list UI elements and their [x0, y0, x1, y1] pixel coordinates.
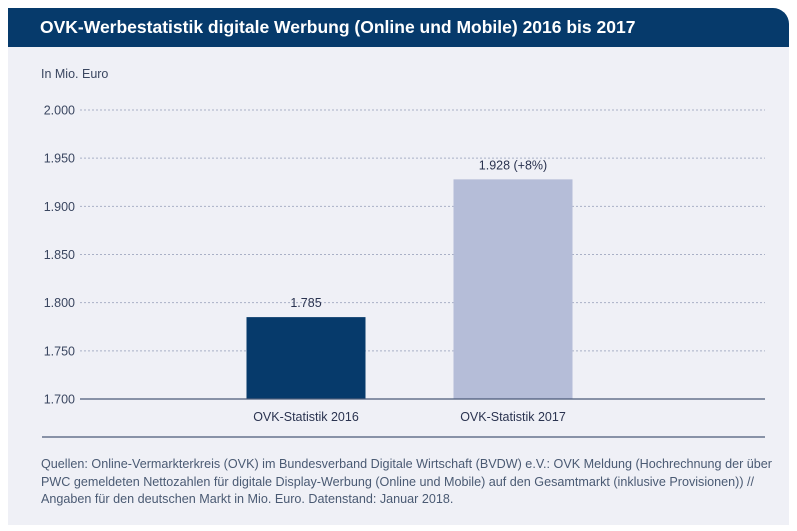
- data-label: 1.785: [290, 296, 321, 310]
- chart-panel: [8, 47, 789, 525]
- data-label: 1.928 (+8%): [479, 158, 547, 172]
- y-axis-label: In Mio. Euro: [41, 67, 108, 81]
- bar-2: [453, 179, 573, 399]
- y-tick-label: 1.750: [44, 344, 75, 358]
- chart-title: OVK-Werbestatistik digitale Werbung (Onl…: [40, 17, 636, 37]
- y-tick-label: 1.900: [44, 200, 75, 214]
- x-tick-label: OVK-Statistik 2017: [460, 410, 566, 424]
- x-tick-label: OVK-Statistik 2016: [253, 410, 359, 424]
- y-tick-label: 1.850: [44, 248, 75, 262]
- y-tick-label: 2.000: [44, 104, 75, 118]
- y-tick-label: 1.950: [44, 152, 75, 166]
- source-note: Quellen: Online-Vermarkterkreis (OVK) im…: [41, 457, 772, 506]
- bar-1: [246, 317, 366, 399]
- y-tick-label: 1.700: [44, 393, 75, 407]
- y-tick-label: 1.800: [44, 296, 75, 310]
- chart-header: OVK-Werbestatistik digitale Werbung (Onl…: [8, 8, 789, 47]
